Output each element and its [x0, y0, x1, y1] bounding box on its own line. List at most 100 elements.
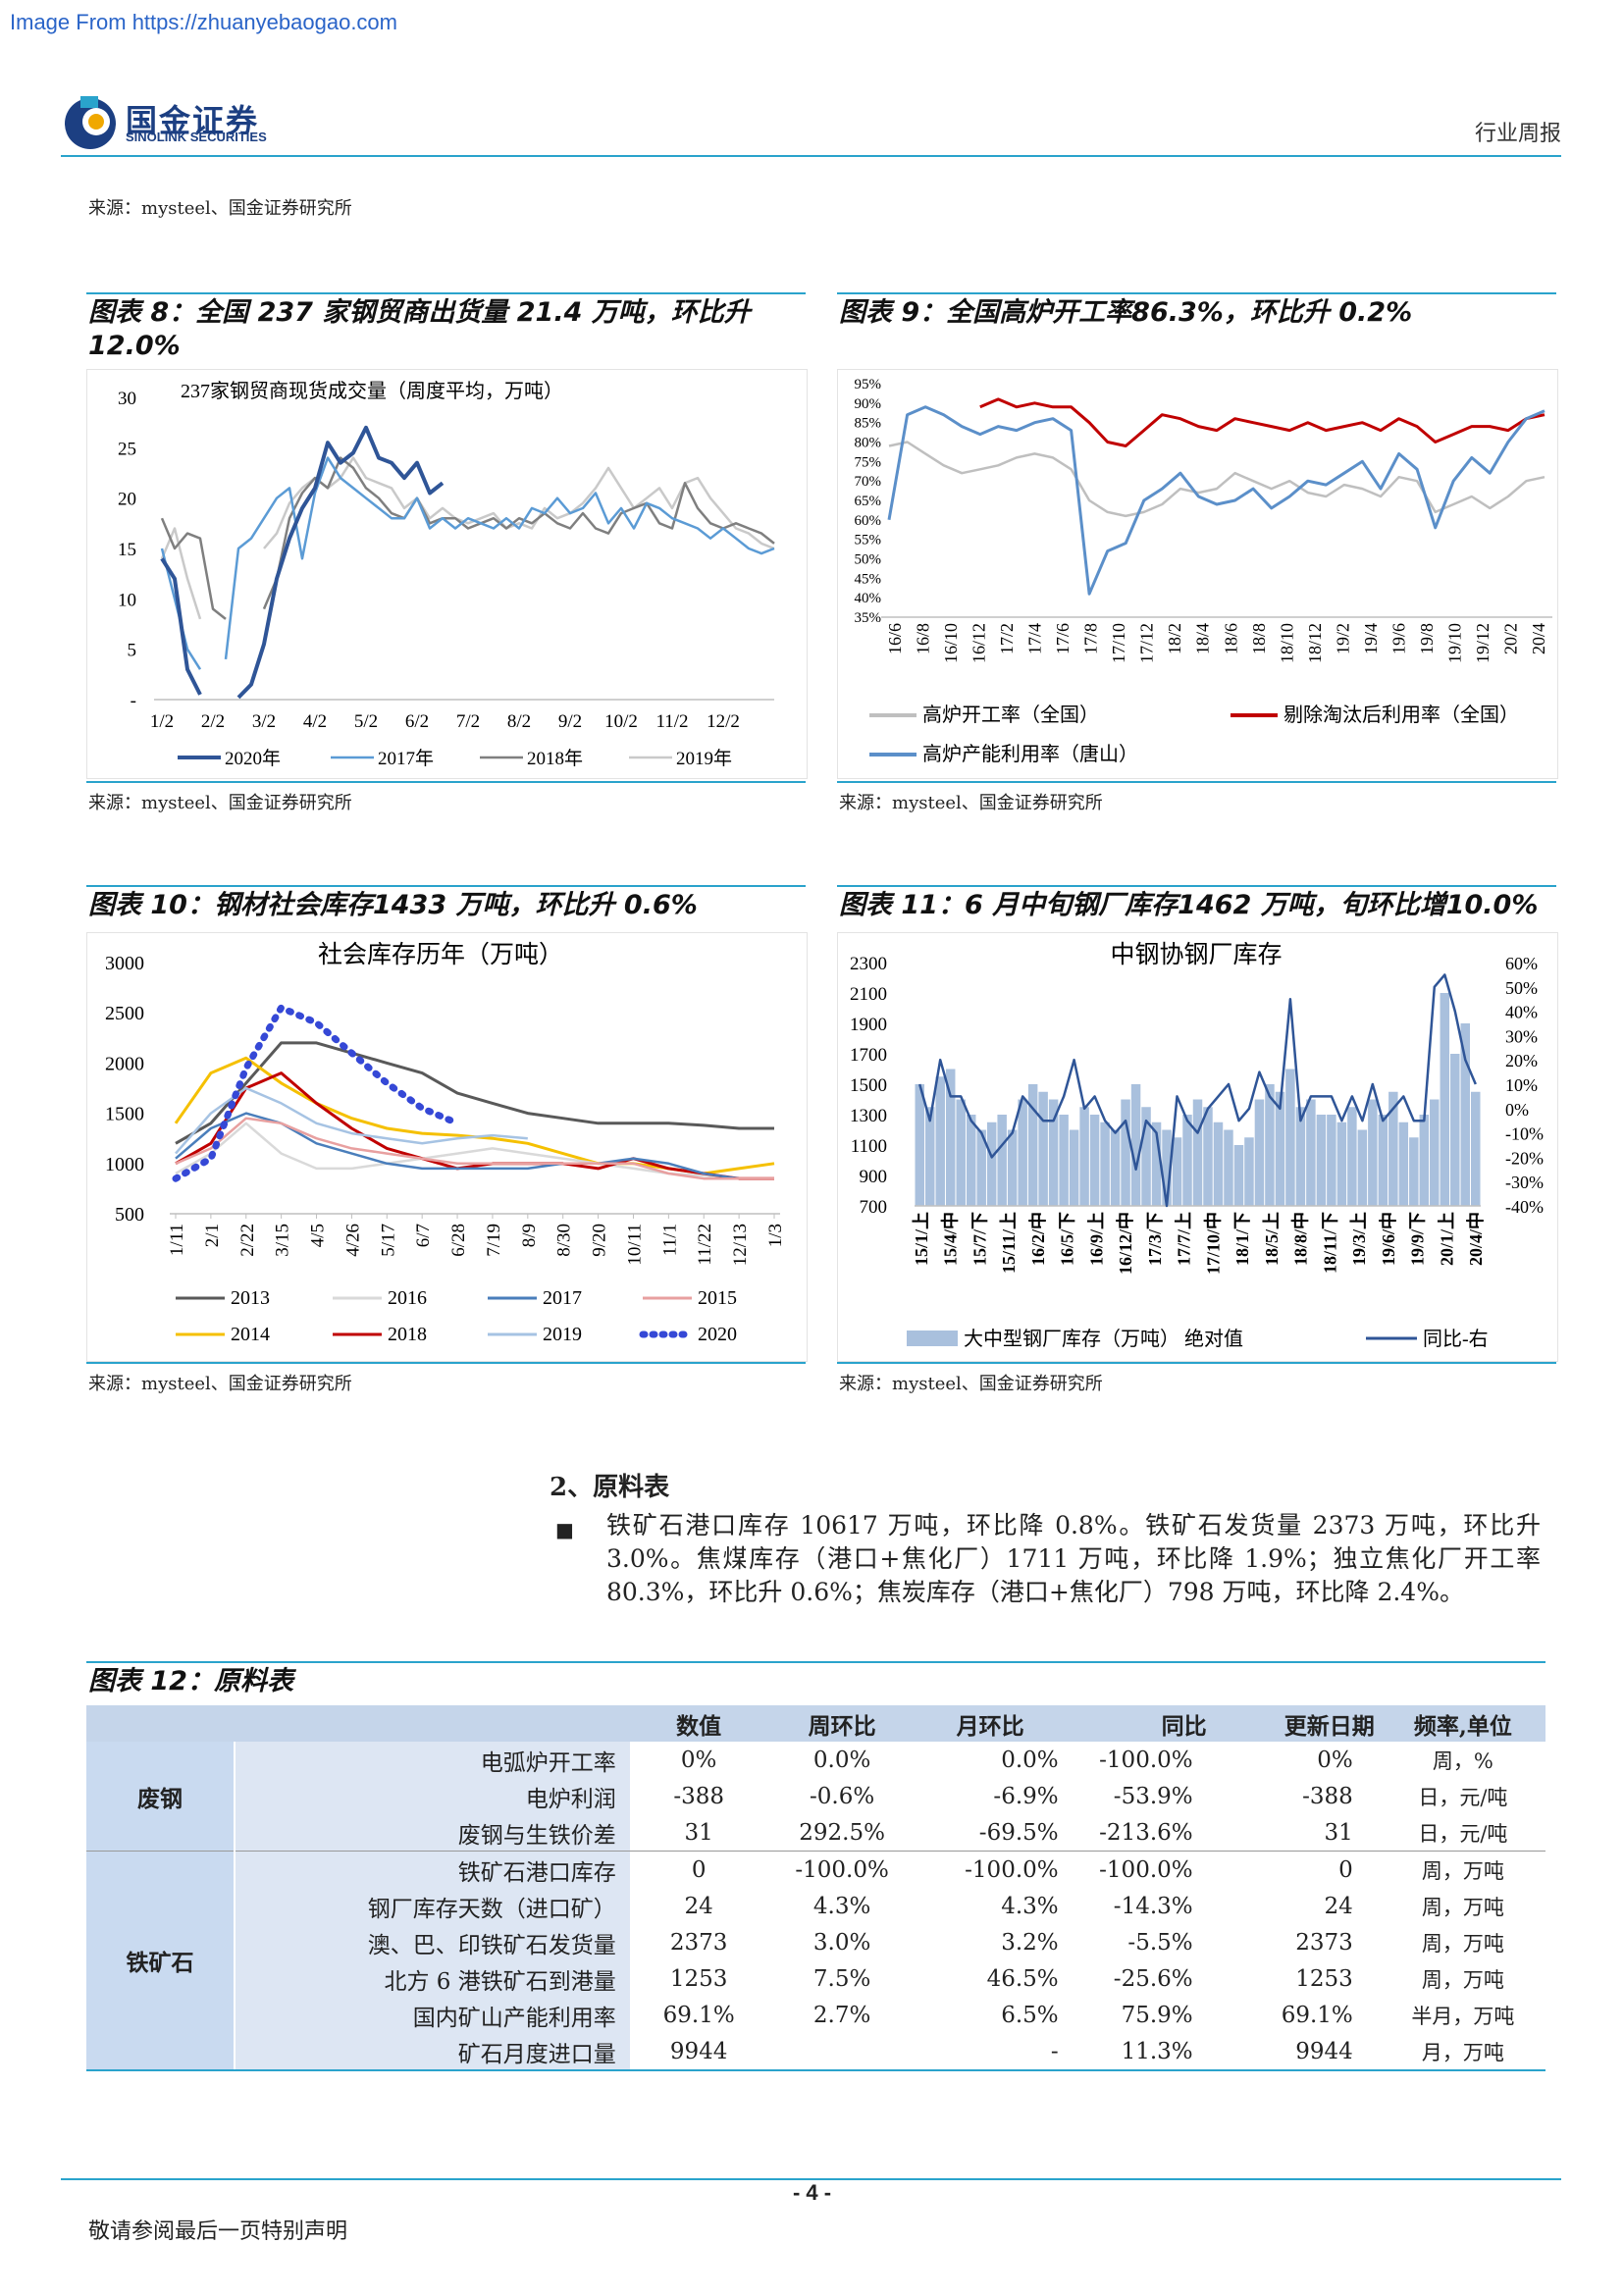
fig8-xtick: 2/2 — [201, 711, 225, 732]
fig9-xtick: 16/8 — [914, 623, 933, 654]
fig11-bar — [1450, 1054, 1460, 1206]
cell-value: -388 — [673, 1783, 724, 1809]
table-row: 废钢与生铁价差 31 292.5% -69.5% -213.6% 31 日，元/吨 — [86, 1814, 1545, 1852]
cell-mom: 3.2% — [1001, 1929, 1059, 1956]
fig8-ytick: 5 — [128, 641, 137, 661]
cell-value: 31 — [684, 1819, 713, 1846]
fig9-ytick: 40% — [855, 591, 882, 606]
fig8-ytick: 15 — [118, 540, 136, 560]
cell-value: 0% — [680, 1747, 717, 1773]
cell-freq: 周，万吨 — [1421, 1858, 1504, 1883]
fig10-xtick: 11/22 — [695, 1224, 715, 1266]
fig11-ytick-left: 1700 — [850, 1045, 887, 1066]
cell-yoy: -14.3% — [1113, 1893, 1193, 1919]
fig8-series-line — [160, 456, 775, 620]
fig10-xtick: 4/5 — [308, 1224, 329, 1247]
fig11-legend-bar-swatch — [907, 1331, 958, 1346]
cell-wow: 292.5% — [799, 1819, 885, 1846]
cell-date: 31 — [1324, 1819, 1353, 1846]
fig11-bar — [956, 1099, 966, 1206]
fig9-legend-label: 剔除淘汰后利用率（全国） — [1283, 704, 1519, 726]
fig11-bar — [1203, 1107, 1213, 1206]
fig8-bottom-rule — [86, 781, 806, 783]
fig9-legend-label: 高炉产能利用率（唐山） — [922, 743, 1138, 765]
fig10-xtick: 7/19 — [484, 1224, 504, 1257]
fig9-source: 来源：mysteel、国金证券研究所 — [839, 793, 1103, 813]
fig8-xtick: 5/2 — [354, 711, 378, 732]
fig10-legend-label: 2014 — [231, 1324, 270, 1345]
cell-freq: 月，万吨 — [1421, 2040, 1504, 2064]
row-label: 国内矿山产能利用率 — [235, 1997, 630, 2033]
fig10-ytick: 3000 — [105, 953, 144, 974]
table-bottom-rule-cell — [86, 2069, 1545, 2071]
cell-yoy: -53.9% — [1113, 1783, 1193, 1809]
fig10-legend-label: 2013 — [231, 1287, 270, 1309]
fig11-xtick: 15/11/上 — [999, 1212, 1019, 1274]
fig11-bar — [1110, 1129, 1121, 1206]
fig8-caption-line2: 12.0% — [88, 331, 181, 361]
fig10-xtick: 11/1 — [659, 1224, 680, 1256]
fig8-xtick: 10/2 — [604, 711, 638, 732]
cell-freq: 周，% — [1432, 1748, 1493, 1773]
fig8-caption-line1: 图表 8：全国 237 家钢贸商出货量 21.4 万吨，环比升 — [88, 297, 751, 328]
fig11-bar — [1254, 1099, 1265, 1206]
fig10-legend-label: 2016 — [388, 1287, 427, 1309]
header-blank-cell — [235, 1705, 630, 1742]
fig10-source: 来源：mysteel、国金证券研究所 — [88, 1374, 352, 1394]
fig11-bar — [1336, 1122, 1347, 1206]
fig11-bar — [1233, 1145, 1244, 1206]
fig11-xtick: 16/12/中 — [1115, 1212, 1135, 1275]
table-row: 矿石月度进口量 9944 - 11.3% 9944 月，万吨 — [86, 2033, 1545, 2069]
row-label: 废钢与生铁价差 — [235, 1814, 630, 1852]
fig9-ytick: 65% — [855, 494, 882, 509]
fig10-xtick: 2/22 — [237, 1224, 258, 1257]
fig11-bottom-rule — [837, 1362, 1556, 1364]
fig9-chart: 95% 90% 85% 80% 75% 70% 65% 60% 55% 50% 45% 40% 35% 1… — [837, 369, 1558, 779]
fig11-bar — [1306, 1099, 1316, 1206]
fig11-ytick-right: 0% — [1505, 1100, 1529, 1120]
fig11-xtick: 17/3/下 — [1145, 1212, 1165, 1266]
fig9-xtick: 19/12 — [1473, 623, 1493, 663]
fig8-legend-label: 2019年 — [676, 748, 732, 769]
cell-wow: -100.0% — [795, 1856, 889, 1883]
row-label: 矿石月度进口量 — [235, 2033, 630, 2069]
cell-mom: 0.0% — [1001, 1747, 1059, 1773]
fig10-xtick: 3/15 — [273, 1224, 293, 1257]
row-label: 北方 6 港铁矿石到港量 — [235, 1960, 630, 1997]
fig11-bar — [1460, 1023, 1471, 1206]
fig11-bar — [1182, 1115, 1192, 1206]
fig8-xtick: 11/2 — [655, 711, 688, 732]
cell-freq: 日，元/吨 — [1418, 1785, 1508, 1809]
fig10-series-line — [174, 1056, 775, 1175]
fig8-svg: 237家钢贸商现货成交量（周度平均，万吨） 30 25 20 15 10 5 -1/2 2/2 3… — [118, 380, 775, 769]
cell-wow — [768, 2033, 917, 2069]
fig9-ytick: 75% — [855, 454, 882, 470]
fig9-xtick: 16/10 — [941, 623, 961, 663]
fig8-source: 来源：mysteel、国金证券研究所 — [88, 793, 352, 813]
fig11-xtick: 17/7/上 — [1175, 1212, 1194, 1266]
cell-yoy: -213.6% — [1099, 1819, 1193, 1846]
fig10-xtick: 8/9 — [519, 1224, 540, 1247]
fig11-xtick: 15/1/上 — [912, 1212, 931, 1266]
fig11-bar — [1398, 1122, 1409, 1206]
fig8-xtick: 1/2 — [150, 711, 174, 732]
fig9-ytick: 55% — [855, 533, 882, 548]
table-bottom-rule — [86, 2069, 1545, 2071]
fig9-xtick: 19/2 — [1333, 623, 1352, 654]
fig8-ytick: 10 — [118, 590, 136, 610]
fig10-xtick: 5/17 — [378, 1224, 398, 1257]
fig11-xtick: 19/3/上 — [1349, 1212, 1369, 1266]
cell-freq: 周，万吨 — [1421, 1967, 1504, 1992]
fig10-bottom-rule — [86, 1362, 806, 1364]
fig9-xtick: 19/4 — [1361, 623, 1381, 654]
company-logo-icon — [65, 96, 116, 149]
fig10-series-line — [175, 1117, 774, 1180]
fig11-bar — [945, 1069, 956, 1206]
fig11-bar — [1265, 1084, 1275, 1206]
fig11-chart: 中钢协钢厂库存 2300 2100 1900 1700 1500 1300 1100 900 70… — [837, 932, 1558, 1362]
column-header: 同比 — [1161, 1712, 1207, 1740]
top-source-note: 来源：mysteel、国金证券研究所 — [88, 198, 352, 219]
fig8-ytick: 20 — [118, 490, 136, 510]
fig11-yoy-line — [917, 973, 1477, 1208]
cell-mom: -69.5% — [978, 1819, 1059, 1846]
